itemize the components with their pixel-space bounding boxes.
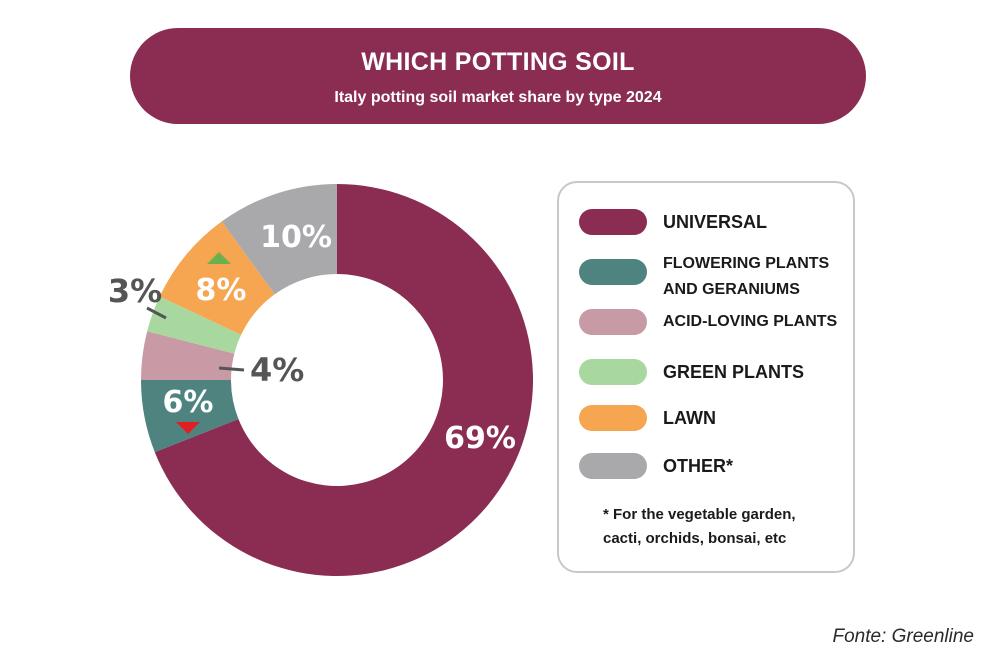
- legend-swatch-acid-loving: [579, 309, 647, 335]
- leader-line-acid-loving: [218, 366, 245, 372]
- slice-acid-loving: [141, 331, 235, 380]
- data-label-acid-loving: 4%: [250, 351, 304, 389]
- legend-swatch-flowering-plants: [579, 259, 647, 285]
- source-credit: Fonte: Greenline: [832, 626, 974, 647]
- legend-label-line: FLOWERING PLANTS: [663, 255, 830, 272]
- data-label-universal: 69%: [444, 421, 516, 456]
- chart-title: WHICH POTTING SOIL: [361, 48, 635, 76]
- legend-swatch-universal: [579, 209, 647, 235]
- data-label-lawn: 8%: [196, 273, 247, 308]
- legend-label-universal: UNIVERSAL: [663, 212, 768, 232]
- data-label-green-plants: 3%: [108, 272, 162, 310]
- legend-footnote: * For the vegetable garden, cacti, orchi…: [603, 503, 843, 551]
- slice-universal: [154, 184, 534, 576]
- footnote-line: * For the vegetable garden,: [603, 506, 796, 523]
- chart-subtitle: Italy potting soil market share by type …: [334, 89, 662, 106]
- legend: UNIVERSAL FLOWERING PLANTS AND GERANIUMS…: [557, 181, 855, 573]
- trend-up-icon: [207, 252, 231, 264]
- title-banner: WHICH POTTING SOIL Italy potting soil ma…: [130, 28, 866, 124]
- data-label-other: 10%: [260, 220, 332, 255]
- slice-green-plants: [147, 296, 242, 354]
- slice-lawn: [159, 221, 275, 335]
- legend-swatch-lawn: [579, 405, 647, 431]
- legend-swatch-other: [579, 453, 647, 479]
- legend-label-acid-loving: ACID-LOVING PLANTS: [663, 313, 838, 330]
- legend-swatch-green-plants: [579, 359, 647, 385]
- slice-other: [221, 184, 337, 295]
- legend-label-flowering-plants: FLOWERING PLANTS AND GERANIUMS: [663, 251, 829, 303]
- trend-down-icon: [176, 422, 200, 434]
- slice-flowering-plants: [141, 380, 239, 453]
- legend-label-line: AND GERANIUMS: [663, 281, 800, 298]
- leader-line-green-plants: [146, 306, 167, 320]
- legend-label-other: OTHER*: [663, 456, 734, 476]
- footnote-line: cacti, orchids, bonsai, etc: [603, 530, 787, 547]
- data-label-flowering-plants: 6%: [163, 385, 214, 420]
- legend-label-green-plants: GREEN PLANTS: [663, 362, 805, 382]
- legend-label-lawn: LAWN: [663, 408, 716, 428]
